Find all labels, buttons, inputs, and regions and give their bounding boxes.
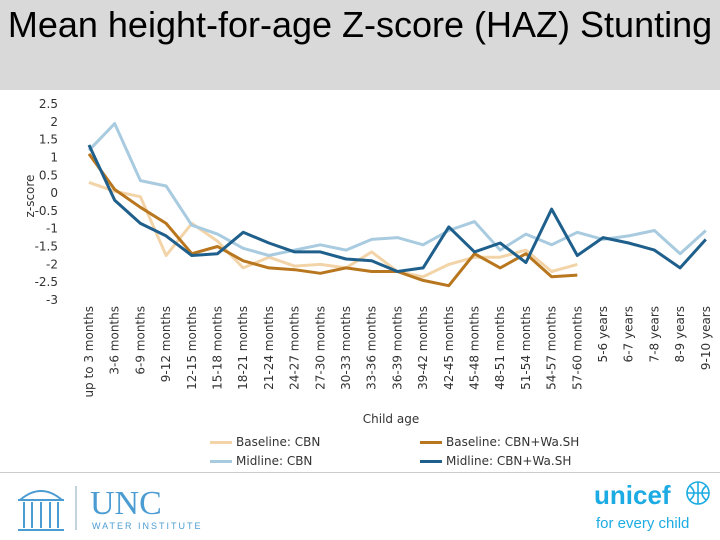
x-tick-label: 33-36 months xyxy=(365,306,379,390)
title-band xyxy=(0,0,720,90)
legend-label: Baseline: CBN xyxy=(236,435,321,449)
legend-item-midline-cbn: Midline: CBN xyxy=(210,454,312,468)
unc-logo-text: UNC xyxy=(90,485,162,522)
series-line-midline-cbn-wa-sh xyxy=(87,144,707,273)
y-tick-label: -2.5 xyxy=(35,275,58,289)
y-tick-label: 0 xyxy=(50,186,58,200)
x-tick-label: 27-30 months xyxy=(313,306,327,390)
y-axis: 2.5 2 1.5 1 0.5 0 -0.5 -1 -1.5 -2 -2.5 -3 xyxy=(35,97,58,307)
y-tick-label: 1 xyxy=(50,150,58,164)
y-tick-label: 1.5 xyxy=(39,133,58,147)
unicef-emblem-icon xyxy=(686,481,710,505)
legend-label: Midline: CBN xyxy=(236,454,313,468)
x-tick-label: 5-6 years xyxy=(596,306,610,362)
x-tick-label: 15-18 months xyxy=(211,306,225,390)
series-line-baseline-cbn-wa-sh xyxy=(87,153,578,288)
y-tick-label: -0.5 xyxy=(35,204,58,218)
footer-divider xyxy=(0,472,720,473)
x-tick-label: 6-7 years xyxy=(622,306,636,362)
legend-item-midline-cbn-wash: Midline: CBN+Wa.SH xyxy=(420,454,571,468)
legend-swatch xyxy=(210,459,232,463)
y-tick-label: 2 xyxy=(50,115,58,129)
y-tick-label: -3 xyxy=(46,293,58,307)
x-tick-label: 54-57 months xyxy=(545,306,559,390)
x-tick-label: 9-10 years xyxy=(699,306,713,370)
y-tick-label: -2 xyxy=(46,257,58,271)
page-title: Mean height-for-age Z-score (HAZ) Stunti… xyxy=(7,4,713,45)
x-axis: up to 3 months 3-6 months 6-9 months 9-12 m… xyxy=(82,306,713,398)
unicef-logo-text: unicef xyxy=(594,480,671,510)
x-tick-label: 51-54 months xyxy=(519,306,533,390)
unicef-logo: unicef for every child xyxy=(594,480,710,532)
x-tick-label: 9-12 months xyxy=(159,306,173,382)
unc-logo-subtext: WATER INSTITUTE xyxy=(92,521,203,531)
series-line-baseline-cbn xyxy=(88,180,578,279)
old-well-icon xyxy=(18,490,64,531)
x-tick-label: 36-39 months xyxy=(390,306,404,390)
x-axis-label: Child age xyxy=(363,412,419,426)
unc-water-institute-logo: UNC WATER INSTITUTE xyxy=(18,485,203,531)
x-tick-label: 21-24 months xyxy=(262,306,276,390)
x-tick-label: 8-9 years xyxy=(673,306,687,362)
x-tick-label: 18-21 months xyxy=(236,306,250,390)
series-layer xyxy=(87,122,707,288)
legend-swatch xyxy=(420,459,442,463)
x-tick-label: 6-9 months xyxy=(133,306,147,375)
line-chart: 2.5 2 1.5 1 0.5 0 -0.5 -1 -1.5 -2 -2.5 -3 up to 3 m… xyxy=(23,97,713,426)
x-tick-label: 30-33 months xyxy=(339,306,353,390)
x-tick-label: 45-48 months xyxy=(468,306,482,390)
legend-swatch xyxy=(420,440,442,444)
x-tick-label: 12-15 months xyxy=(185,306,199,390)
x-tick-label: 7-8 years xyxy=(647,306,661,362)
y-tick-label: 0.5 xyxy=(39,168,58,182)
x-tick-label: 42-45 months xyxy=(442,306,456,390)
y-axis-label: z-score xyxy=(23,175,37,218)
y-tick-label: 2.5 xyxy=(39,97,58,111)
x-tick-label: up to 3 months xyxy=(82,306,96,398)
x-tick-label: 57-60 months xyxy=(570,306,584,390)
legend-label: Baseline: CBN+Wa.SH xyxy=(446,435,580,449)
y-tick-label: -1 xyxy=(46,222,58,236)
x-tick-label: 3-6 months xyxy=(108,306,122,375)
x-tick-label: 48-51 months xyxy=(493,306,507,390)
x-tick-label: 39-42 months xyxy=(416,306,430,390)
legend-label: Midline: CBN+Wa.SH xyxy=(446,454,572,468)
y-tick-label: -1.5 xyxy=(35,240,58,254)
legend-swatch xyxy=(210,440,232,444)
legend-item-baseline-cbn: Baseline: CBN xyxy=(210,435,320,449)
unicef-tagline: for every child xyxy=(596,515,689,532)
legend-item-baseline-cbn-wash: Baseline: CBN+Wa.SH xyxy=(420,435,579,449)
x-tick-label: 24-27 months xyxy=(288,306,302,390)
